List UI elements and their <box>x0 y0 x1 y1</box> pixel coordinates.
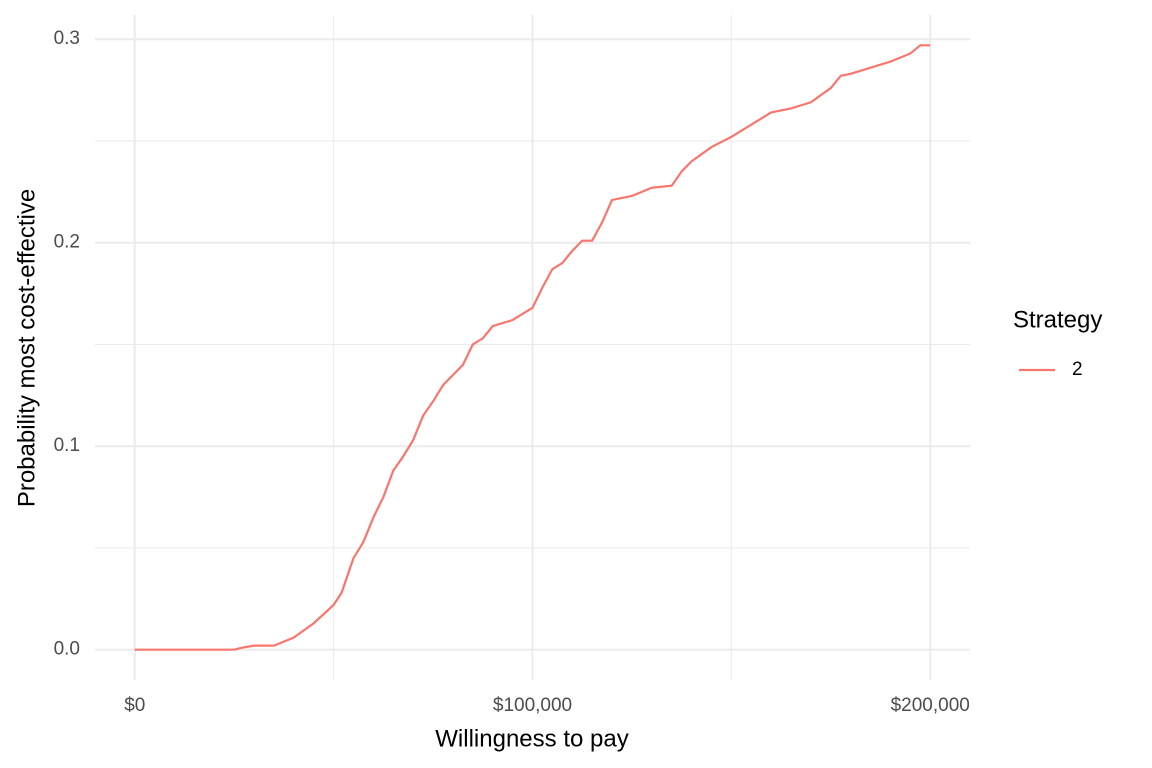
y-tick-label: 0.1 <box>54 435 80 456</box>
legend-label: 2 <box>1072 359 1083 380</box>
plot-layer: 0.0 0.1 0.2 0.3 $0 $100,000 $200,000 2 <box>54 15 1083 716</box>
y-tick-label: 0.2 <box>54 232 80 253</box>
y-tick-label: 0.3 <box>54 28 80 49</box>
x-tick-label: $0 <box>124 695 145 716</box>
x-tick-label: $200,000 <box>891 695 970 716</box>
line-series <box>134 44 931 651</box>
legend-title: Strategy <box>1013 306 1102 333</box>
x-axis-title: Willingness to pay <box>435 725 628 752</box>
y-tick-label: 0.0 <box>54 639 80 660</box>
x-tick-label: $100,000 <box>493 695 572 716</box>
y-axis-title: Probability most cost-effective <box>13 189 40 507</box>
